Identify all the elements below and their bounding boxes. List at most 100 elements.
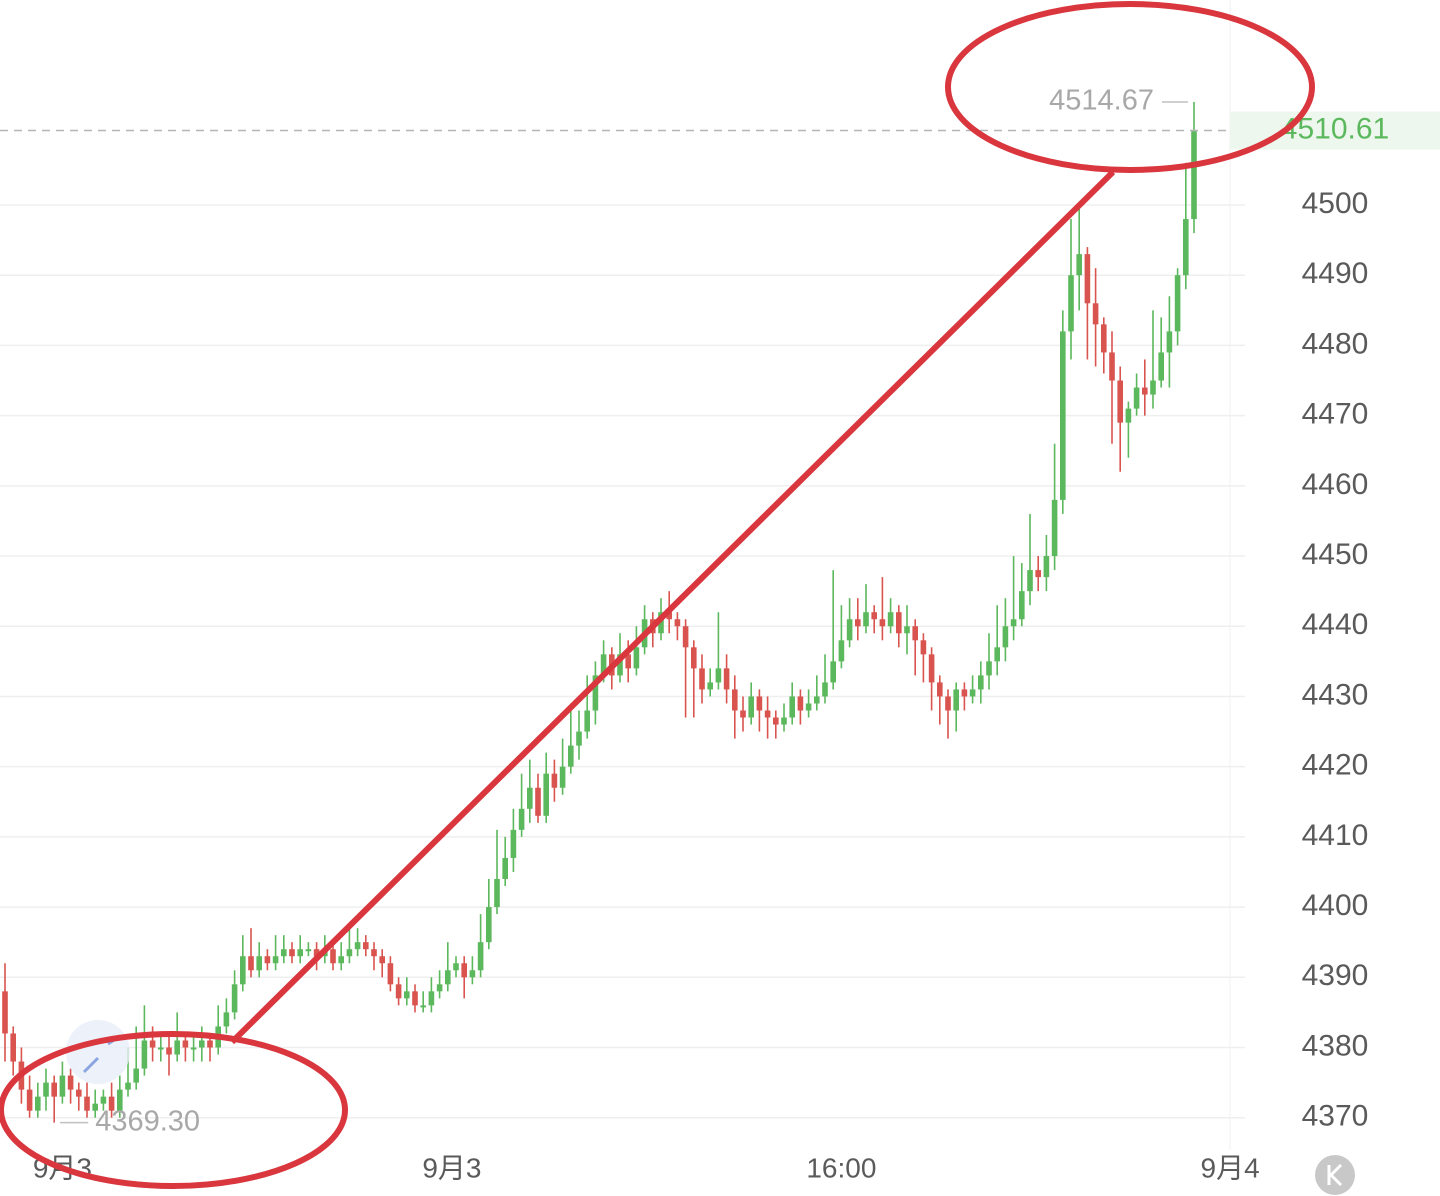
kline-icon [1327,1163,1343,1187]
candle-body [584,710,591,732]
candle-body [682,626,689,648]
candle-body [937,682,943,697]
candle-body [986,661,992,676]
candle-body [518,808,525,830]
candle-body [1084,254,1091,304]
candle-body [453,963,459,971]
candle-body [305,949,312,952]
candle-body [568,745,574,767]
candle-body [395,984,402,999]
candle-body [272,956,279,964]
candle-body [855,619,861,627]
candle-body [658,612,664,634]
candle-body [35,1096,41,1111]
candle-body [445,970,451,985]
candle-body [1166,331,1173,353]
candle-body [674,619,681,627]
candle-body [625,654,632,669]
zoom-icon[interactable] [66,1020,130,1084]
candle-body [691,647,697,669]
candle-body [182,1040,189,1048]
candle-body [420,1005,427,1008]
candle-body [297,949,304,957]
candle-body [1092,303,1099,325]
y-tick-label: 4440 [1302,608,1369,641]
candle-body [928,654,935,683]
candle-body [871,612,878,620]
candle-body [748,696,755,718]
candle-body [166,1047,172,1055]
kline-button[interactable] [1315,1155,1355,1195]
candle-body [978,675,984,690]
candle-body [879,619,886,627]
candle-body [26,1089,33,1111]
candle-body [354,942,361,950]
candle-body [1068,275,1074,332]
candle-body [231,984,238,1013]
candle-body [953,689,960,711]
candle-body [789,696,796,718]
candle-body [404,991,410,999]
x-tick-label: 9月4 [1201,1152,1260,1183]
candle-body [805,703,812,711]
candle-body [576,731,582,746]
candle-body [559,766,566,788]
candle-body [51,1082,58,1097]
candle-body [1060,331,1066,500]
candle-body [740,710,746,718]
candle-body [125,1082,131,1090]
candle-body [108,1096,115,1111]
candle-body [190,1047,197,1050]
candle-body [527,787,533,809]
candle-body [887,612,894,627]
candle-body [535,787,541,816]
candle-body [92,1103,99,1111]
candle-body [1019,591,1025,620]
candle-body [1101,324,1107,353]
candle-body [715,668,722,683]
candle-body [477,942,484,971]
candle-body [666,612,673,620]
candle-body [600,654,607,676]
y-tick-label: 4390 [1302,959,1369,992]
candle-body [551,773,558,788]
candle-body [1002,626,1009,648]
candle-body [756,696,763,711]
candle-body [379,956,386,964]
candle-body [846,619,853,641]
candle-body [240,956,246,985]
candle-body [338,956,345,964]
high-marker-label: 4514.67 [1049,85,1154,117]
candle-body [896,612,902,634]
candle-body [199,1040,205,1048]
candle-body [1076,254,1083,276]
candle-body [773,717,779,725]
candle-body [84,1096,90,1111]
candle-body [838,640,845,662]
candle-body [117,1089,123,1111]
candle-body [2,991,8,1034]
candle-body [732,689,738,711]
candle-body [1191,130,1197,220]
candle-body [781,717,787,725]
candle-body [100,1096,107,1104]
candle-body [248,956,254,971]
candle-body [920,640,927,655]
grid [0,204,1245,1119]
candle-body [174,1040,181,1055]
candle-body [428,991,435,1006]
candle-body [469,970,476,978]
candle-body [822,682,828,697]
labels: 4370 4380 4390 4400 4410 4420 4430 4440 4450 4460… [0,85,1440,1183]
candle-body [1035,570,1042,578]
candle-body [1174,275,1181,332]
candle-body [510,829,517,858]
candle-body [1010,619,1017,627]
y-tick-label: 4450 [1302,538,1369,571]
candle-body [59,1075,66,1097]
candle-body [264,956,271,964]
candle-body [797,696,804,711]
candle-body [1183,219,1189,276]
candle-body [707,682,714,690]
